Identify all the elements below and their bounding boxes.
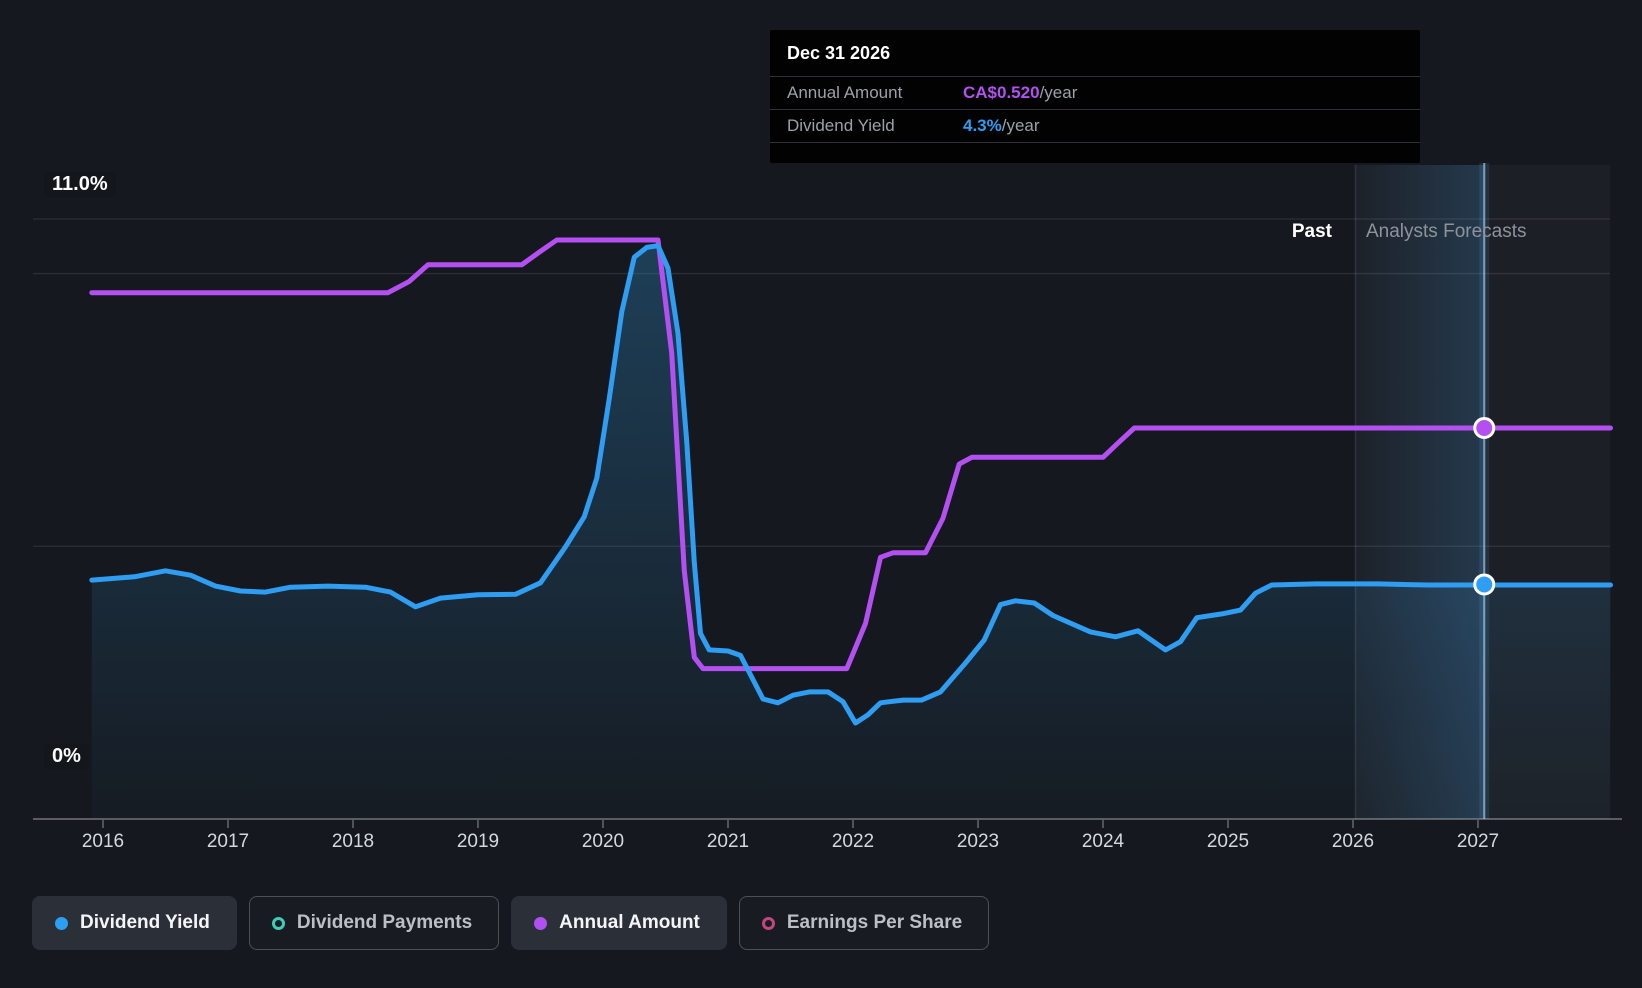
legend-item-label: Dividend Payments: [296, 912, 473, 933]
tooltip-date: Dec 31 2026: [787, 42, 891, 63]
filled-dot-icon: [534, 916, 548, 930]
yield-area-fill: [91, 245, 1611, 819]
past-region-label: Past: [1291, 221, 1332, 242]
x-axis-label-2025: 2025: [1206, 831, 1250, 852]
x-tick-marks: [102, 820, 1479, 828]
legend-item-earnings-per-share[interactable]: Earnings Per Share: [738, 896, 990, 950]
tooltip-label: Dividend Yield: [787, 116, 895, 135]
x-axis-label-2019: 2019: [456, 831, 500, 852]
legend-item-label: Dividend Yield: [80, 912, 210, 933]
tooltip-row-dividend-yield: Dividend Yield 4.3% /year: [770, 109, 1420, 142]
legend-item-label: Annual Amount: [559, 912, 700, 933]
x-axis-label-2020: 2020: [581, 831, 625, 852]
chart-tooltip: Dec 31 2026 Annual Amount CA$0.520 /year…: [770, 30, 1420, 163]
dividend-yield-marker: [1473, 573, 1496, 596]
x-axis-label-2023: 2023: [956, 831, 1000, 852]
ring-dot-icon: [271, 916, 285, 930]
annual-amount-line: [89, 237, 1613, 672]
tooltip-footer: [770, 142, 1420, 163]
legend-item-label: Earnings Per Share: [786, 912, 963, 933]
y-axis-min-label: 0%: [44, 744, 89, 769]
x-axis-label-2024: 2024: [1081, 831, 1125, 852]
x-axis-label-2026: 2026: [1331, 831, 1375, 852]
filled-dot-icon: [55, 916, 68, 930]
x-axis-label-2016: 2016: [81, 831, 125, 852]
tooltip-value: 4.3%: [963, 116, 1002, 135]
y-axis-max-label: 11.0%: [44, 172, 116, 197]
x-axis-label-2018: 2018: [331, 831, 375, 852]
tooltip-label: Annual Amount: [787, 83, 903, 102]
legend-item-annual-amount[interactable]: Annual Amount: [511, 896, 727, 950]
tooltip-suffix: /year: [1039, 83, 1078, 102]
x-axis-label-2021: 2021: [706, 831, 750, 852]
tooltip-row-annual-amount: Annual Amount CA$0.520 /year: [770, 76, 1420, 109]
dividend-yield-line: [89, 243, 1613, 726]
x-axis-label-2027: 2027: [1456, 831, 1500, 852]
x-axis-label-2022: 2022: [831, 831, 875, 852]
forecast-region-label: Analysts Forecasts: [1366, 221, 1527, 242]
hover-highlight-band: [1355, 165, 1485, 819]
chart-legend: Dividend Yield Dividend Payments Annual Am…: [32, 896, 990, 950]
ring-dot-icon: [761, 916, 775, 930]
annual-amount-marker: [1473, 417, 1496, 440]
tooltip-suffix: /year: [1001, 116, 1040, 135]
tooltip-value: CA$0.520: [963, 83, 1040, 102]
legend-item-dividend-payments[interactable]: Dividend Payments: [248, 896, 500, 950]
x-axis-label-2017: 2017: [206, 831, 250, 852]
legend-item-dividend-yield[interactable]: Dividend Yield: [32, 896, 237, 950]
